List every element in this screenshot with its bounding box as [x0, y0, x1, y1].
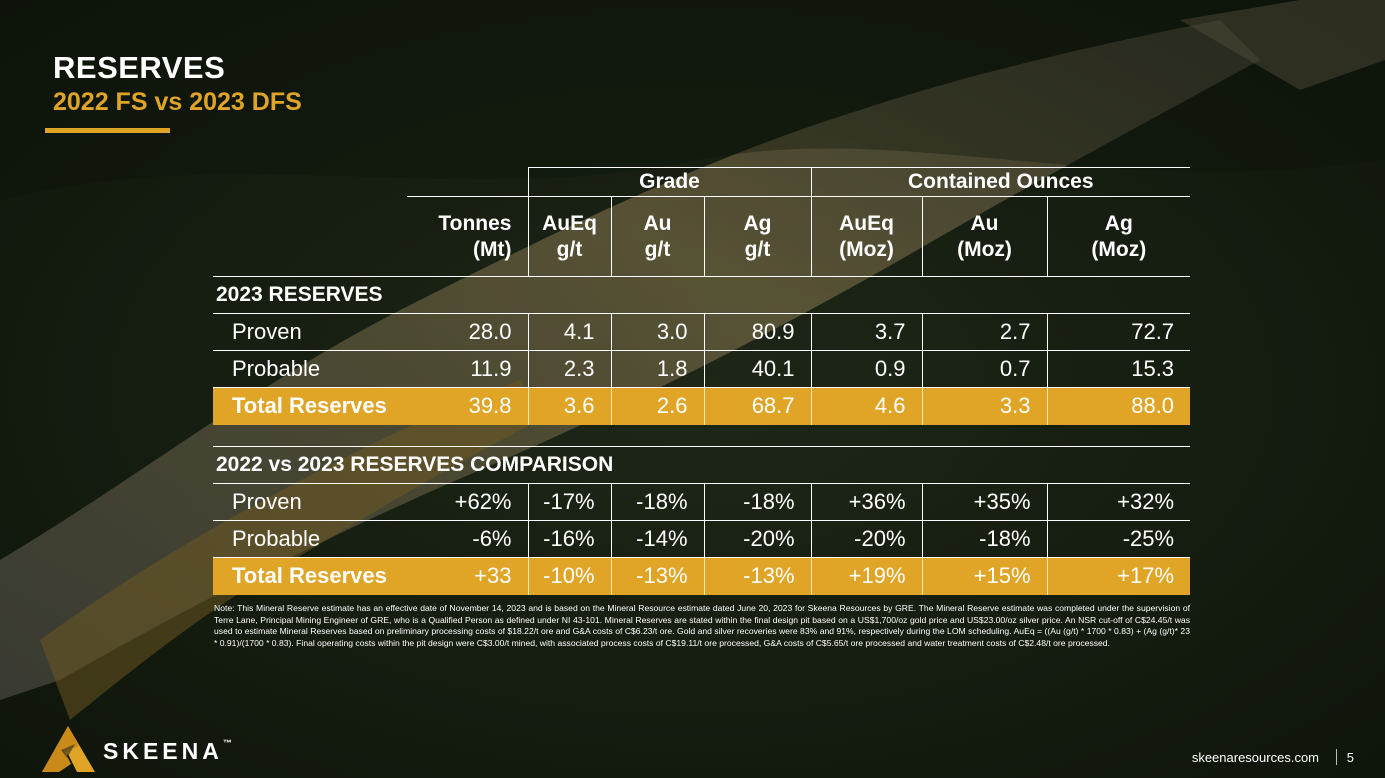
total-tonnes: +33	[407, 557, 528, 595]
reserves-table: Grade Contained Ounces Tonnes (Mt) AuEq g/…	[213, 167, 1191, 595]
total-aueq-moz: +19%	[810, 557, 923, 595]
cell-au-grade: 3.0	[610, 313, 704, 351]
cell-aueq-moz: 0.9	[810, 350, 923, 388]
row-label: Proven	[213, 483, 407, 521]
section-header-row: 2023 RESERVES	[213, 276, 1191, 314]
header-aueq-grade-line1: AuEq	[542, 211, 597, 235]
total-au-grade: 2.6	[610, 387, 704, 425]
total-ag-moz: +17%	[1046, 557, 1191, 595]
total-ag-moz: 88.0	[1046, 387, 1191, 425]
row-label: Probable	[213, 350, 407, 388]
total-ag-grade: -13%	[703, 557, 812, 595]
header-tonnes-line1: Tonnes	[438, 211, 512, 235]
cell-ag-moz: -25%	[1046, 520, 1191, 558]
header-ag-grade-line2: g/t	[744, 237, 771, 261]
header-au-grade: Au g/t	[610, 196, 704, 277]
row-label: Proven	[213, 313, 407, 351]
header-tonnes: Tonnes (Mt)	[407, 196, 528, 277]
cell-ag-grade: 80.9	[703, 313, 812, 351]
cell-ag-grade: 40.1	[703, 350, 812, 388]
cell-aueq-moz: -20%	[810, 520, 923, 558]
footer-divider	[1336, 749, 1337, 765]
group-header-row: Grade Contained Ounces	[213, 167, 1191, 197]
header-ag-moz: Ag (Moz)	[1046, 196, 1191, 277]
group-grade: Grade	[527, 167, 812, 197]
total-ag-grade: 68.7	[703, 387, 812, 425]
cell-ag-grade: -20%	[703, 520, 812, 558]
header-ag-grade-line1: Ag	[743, 211, 772, 235]
cell-aueq-grade: 2.3	[527, 350, 611, 388]
table-spacer	[213, 425, 1190, 447]
header-aueq-moz-line2: (Moz)	[839, 237, 894, 261]
total-aueq-grade: 3.6	[527, 387, 611, 425]
cell-au-grade: -14%	[610, 520, 704, 558]
header-aueq-grade-line2: g/t	[556, 237, 583, 261]
cell-ag-moz: 15.3	[1046, 350, 1191, 388]
cell-au-grade: 1.8	[610, 350, 704, 388]
header-aueq-grade: AuEq g/t	[527, 196, 611, 277]
cell-aueq-grade: 4.1	[527, 313, 611, 351]
page-subtitle: 2022 FS vs 2023 DFS	[53, 88, 302, 116]
footer-url: skeenaresources.com	[1191, 750, 1319, 765]
cell-au-moz: 2.7	[921, 313, 1048, 351]
header-ag-grade: Ag g/t	[703, 196, 812, 277]
header-au-moz-line2: (Moz)	[957, 237, 1012, 261]
total-au-moz: 3.3	[921, 387, 1048, 425]
table-row: Proven +62% -17% -18% -18% +36% +35% +32…	[213, 483, 1191, 521]
cell-aueq-grade: -16%	[527, 520, 611, 558]
header-tonnes-line2: (Mt)	[473, 237, 512, 261]
total-aueq-moz: 4.6	[810, 387, 923, 425]
total-tonnes: 39.8	[407, 387, 528, 425]
cell-au-moz: -18%	[921, 520, 1048, 558]
cell-tonnes: 28.0	[407, 313, 528, 351]
footnote: Note: This Mineral Reserve estimate has …	[214, 603, 1190, 648]
skeena-logo-icon	[42, 726, 95, 772]
total-label: Total Reserves	[213, 557, 407, 595]
cell-aueq-moz: 3.7	[810, 313, 923, 351]
brand-wordmark: SKEENA	[103, 738, 223, 764]
section-title-comparison: 2022 vs 2023 RESERVES COMPARISON	[213, 446, 1191, 484]
cell-ag-grade: -18%	[703, 483, 812, 521]
trademark-symbol: ™	[222, 738, 232, 748]
section-title-2023-reserves: 2023 RESERVES	[213, 276, 1191, 314]
page-title: RESERVES	[53, 50, 226, 85]
header-au-moz-line1: Au	[970, 211, 999, 235]
total-label: Total Reserves	[213, 387, 407, 425]
cell-tonnes: +62%	[407, 483, 528, 521]
table-row: Proven 28.0 4.1 3.0 80.9 3.7 2.7 72.7	[213, 313, 1191, 351]
header-aueq-moz: AuEq (Moz)	[810, 196, 923, 277]
cell-tonnes: 11.9	[407, 350, 528, 388]
table-row: Probable 11.9 2.3 1.8 40.1 0.9 0.7 15.3	[213, 350, 1191, 388]
header-ag-moz-line1: Ag	[1104, 211, 1133, 235]
header-empty	[213, 196, 407, 277]
section-header-row: 2022 vs 2023 RESERVES COMPARISON	[213, 446, 1191, 484]
column-header-row: Tonnes (Mt) AuEq g/t Au g/t Ag g/t AuEq (Moz)…	[213, 196, 1191, 277]
header-aueq-moz-line1: AuEq	[839, 211, 894, 235]
cell-au-grade: -18%	[610, 483, 704, 521]
header-au-grade-line2: g/t	[644, 237, 671, 261]
cell-au-moz: 0.7	[921, 350, 1048, 388]
cell-aueq-grade: -17%	[527, 483, 611, 521]
total-aueq-grade: -10%	[527, 557, 611, 595]
header-au-grade-line1: Au	[643, 211, 672, 235]
group-contained-ounces: Contained Ounces	[810, 167, 1191, 197]
total-row: Total Reserves 39.8 3.6 2.6 68.7 4.6 3.3…	[213, 387, 1191, 425]
cell-au-moz: +35%	[921, 483, 1048, 521]
row-label: Probable	[213, 520, 407, 558]
cell-aueq-moz: +36%	[810, 483, 923, 521]
title-underline	[45, 128, 170, 133]
total-row: Total Reserves +33 -10% -13% -13% +19% +…	[213, 557, 1191, 595]
header-au-moz: Au (Moz)	[921, 196, 1048, 277]
brand-name: SKEENA™	[103, 738, 232, 765]
table-row: Probable -6% -16% -14% -20% -20% -18% -2…	[213, 520, 1191, 558]
cell-ag-moz: +32%	[1046, 483, 1191, 521]
total-au-grade: -13%	[610, 557, 704, 595]
header-ag-moz-line2: (Moz)	[1091, 237, 1147, 261]
page-number: 5	[1346, 750, 1354, 765]
total-au-moz: +15%	[921, 557, 1048, 595]
cell-ag-moz: 72.7	[1046, 313, 1191, 351]
cell-tonnes: -6%	[407, 520, 528, 558]
